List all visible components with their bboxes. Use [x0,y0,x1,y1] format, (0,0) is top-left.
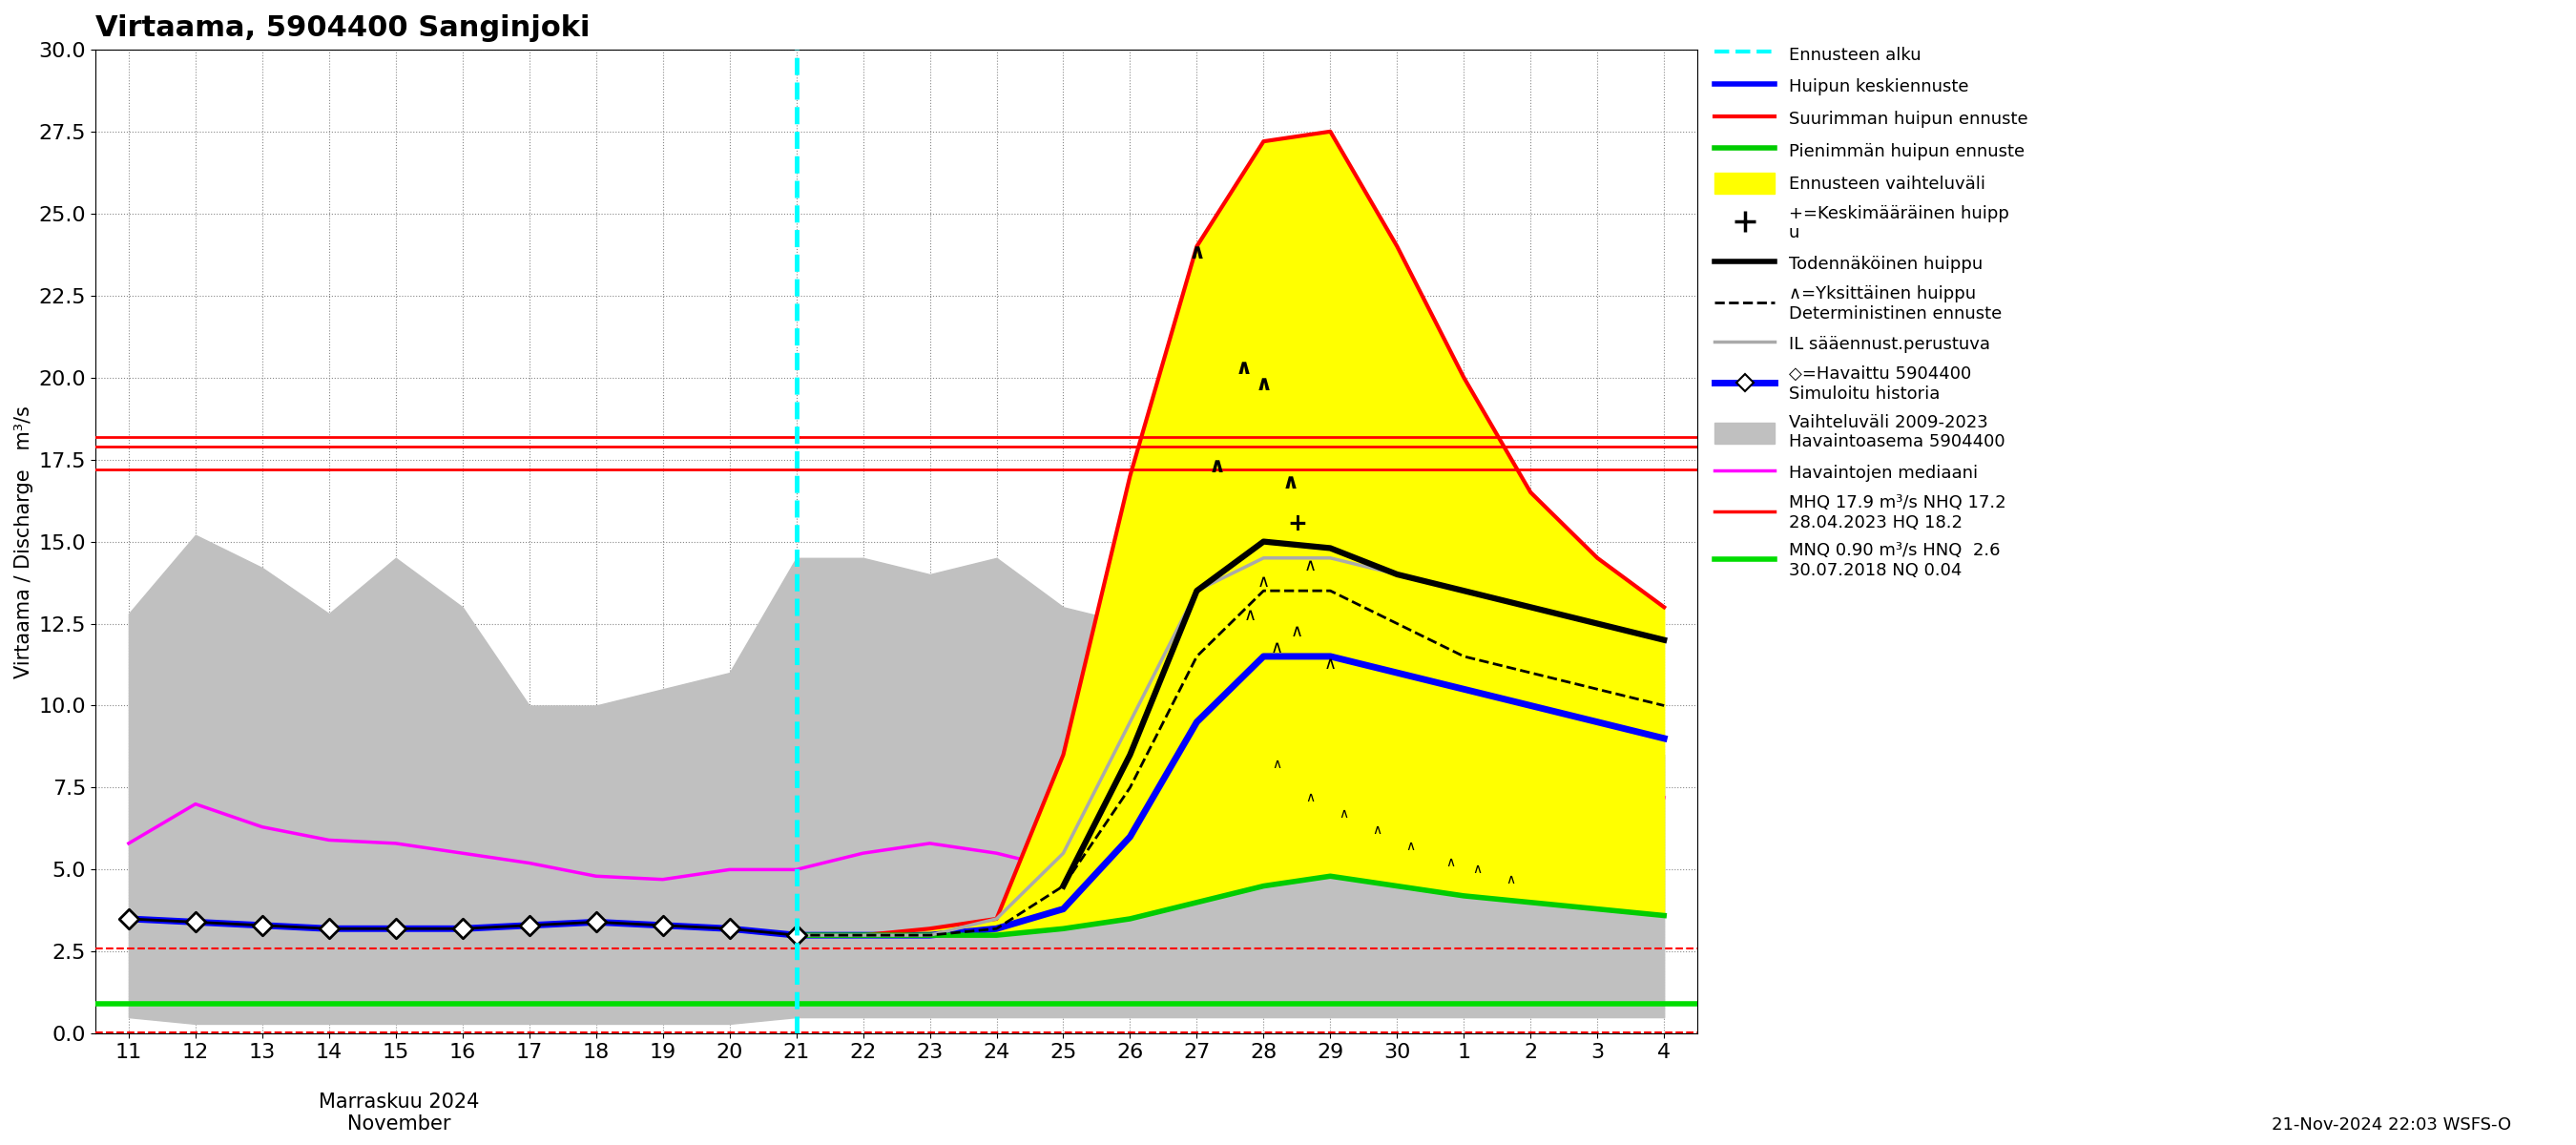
Text: 21-Nov-2024 22:03 WSFS-O: 21-Nov-2024 22:03 WSFS-O [2272,1116,2512,1134]
Text: ∧: ∧ [1234,358,1252,378]
Point [775,926,817,945]
Point [507,916,549,934]
Text: ∧: ∧ [1208,457,1226,476]
Text: ∧: ∧ [1507,872,1515,886]
Text: ∧: ∧ [1291,623,1303,640]
Text: ∧: ∧ [1273,758,1283,772]
Legend: Ennusteen alku, Huipun keskiennuste, Suurimman huipun ennuste, Pienimmän huipun : Ennusteen alku, Huipun keskiennuste, Suu… [1710,39,2032,585]
Y-axis label: Virtaama / Discharge   m³/s: Virtaama / Discharge m³/s [15,405,33,678]
Text: ∧: ∧ [1406,839,1414,853]
Point [309,919,350,938]
Point [641,916,683,934]
Text: ∧: ∧ [1324,656,1337,673]
Text: ∧: ∧ [1340,807,1347,821]
Text: +: + [1288,512,1306,535]
Text: ∧: ∧ [1373,823,1381,837]
Text: Virtaama, 5904400 Sanginjoki: Virtaama, 5904400 Sanginjoki [95,14,590,42]
Point [108,909,149,927]
Text: ∧: ∧ [1473,863,1481,876]
Point [175,913,216,931]
Text: ∧: ∧ [1283,473,1298,492]
Text: ∧: ∧ [1244,607,1257,624]
Point [242,916,283,934]
Point [708,919,750,938]
Text: ∧: ∧ [1303,558,1316,575]
Point [376,919,417,938]
Point [574,913,616,931]
Text: ∧: ∧ [1270,639,1283,656]
Point [443,919,484,938]
Text: ∧: ∧ [1188,244,1206,262]
Text: Marraskuu 2024
November: Marraskuu 2024 November [319,1092,479,1134]
Text: ∧: ∧ [1306,791,1316,804]
Text: ∧: ∧ [1255,374,1273,394]
Text: ∧: ∧ [1257,574,1270,591]
Text: ∧: ∧ [1445,856,1455,869]
